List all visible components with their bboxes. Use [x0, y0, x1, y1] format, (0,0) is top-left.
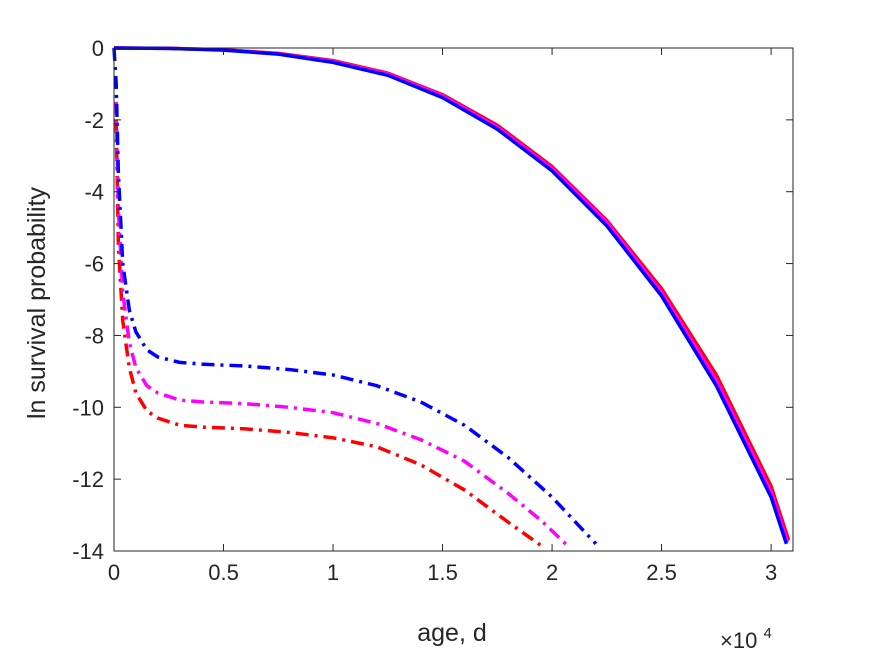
dashdot-series-line-4 [114, 101, 569, 547]
x-tick-label: 0 [108, 560, 120, 585]
tick-layer [113, 47, 793, 552]
y-tick-label: -2 [84, 108, 104, 133]
y-tick-label: -14 [72, 539, 104, 564]
series-layer [112, 46, 791, 548]
x-tick-label: 2 [546, 560, 558, 585]
x-axis-exponent-base: ×10 [720, 628, 757, 653]
y-tick-label: -8 [84, 323, 104, 348]
x-tick-label: 3 [765, 560, 777, 585]
solid-series-line-2 [113, 46, 789, 545]
x-tick-label: 0.5 [208, 560, 239, 585]
plot-frame [113, 47, 794, 552]
x-axis-exponent: ×10 4 [720, 625, 772, 653]
x-tick-label: 1.5 [427, 560, 458, 585]
y-tick-label: -4 [84, 180, 104, 205]
y-tick-label: -12 [72, 467, 104, 492]
y-tick-label: -10 [72, 395, 104, 420]
y-tick-labels: 0 -2 -4 -6 -8 -10 -12 -14 [72, 36, 104, 564]
dashdot-series-line-3 [114, 119, 543, 548]
dashdot-series-line-5 [112, 47, 598, 546]
y-tick-label: 0 [92, 36, 104, 61]
x-tick-labels: 0 0.5 1 1.5 2 2.5 3 [108, 560, 777, 585]
x-axis-label: age, d [417, 619, 487, 647]
y-tick-label: -6 [84, 252, 104, 277]
x-tick-label: 2.5 [646, 560, 677, 585]
x-tick-label: 1 [327, 560, 339, 585]
y-axis-label: ln survival probability [23, 186, 51, 419]
x-axis-exponent-power: 4 [763, 625, 771, 642]
